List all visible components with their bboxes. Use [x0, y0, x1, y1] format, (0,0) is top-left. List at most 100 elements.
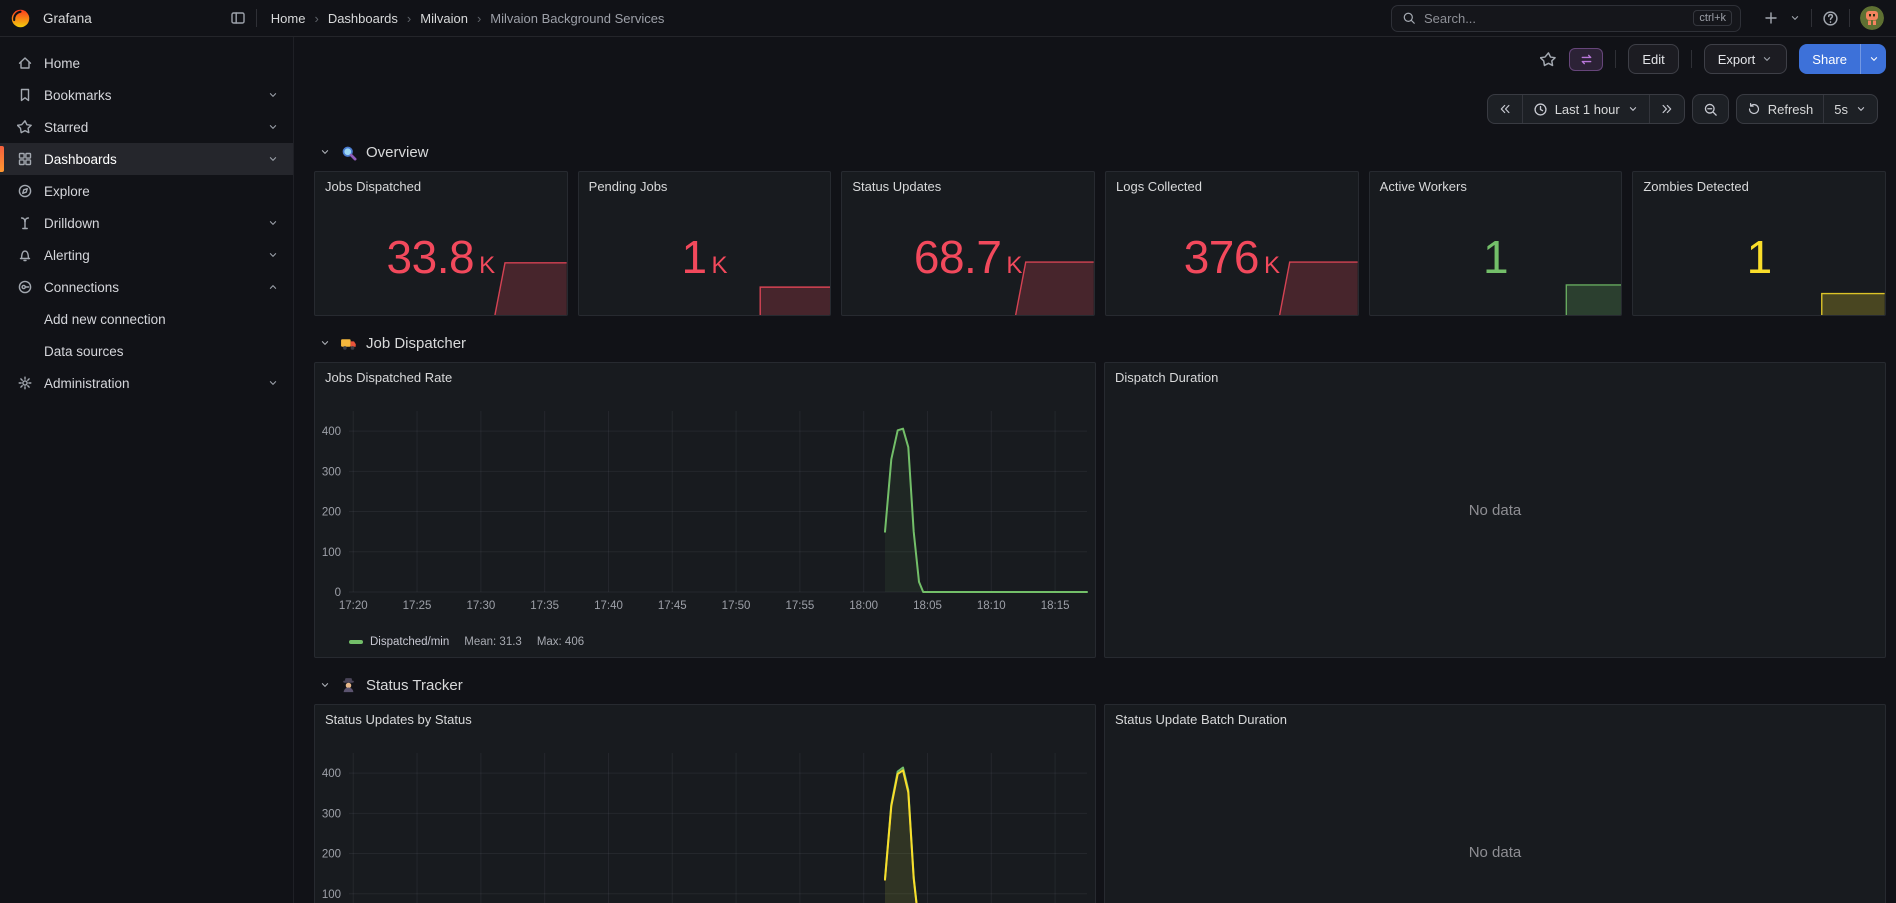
detective-emoji-icon [340, 677, 357, 694]
stat-sparkline [1106, 172, 1358, 315]
zoom-out-button[interactable] [1691, 94, 1729, 124]
breadcrumb-item-home[interactable]: Home [270, 10, 306, 26]
svg-text:18:00: 18:00 [849, 600, 878, 612]
stat-sparkline [842, 172, 1094, 315]
share-dropdown-button[interactable] [1860, 44, 1886, 74]
dashboard-content: Last 1 hour Refresh 5s [295, 93, 1896, 903]
magnifier-emoji-icon [340, 144, 357, 161]
export-button[interactable]: Export [1703, 44, 1788, 74]
panel-status-updates-by-status[interactable]: Status Updates by Status 010020030040017… [314, 704, 1096, 903]
add-button[interactable] [1763, 10, 1779, 26]
refresh-icon [1747, 102, 1761, 116]
sidebar-item-administration[interactable]: Administration [0, 367, 293, 399]
sidebar-item-dashboards[interactable]: Dashboards [0, 143, 293, 175]
time-range-picker[interactable]: Last 1 hour [1521, 95, 1649, 123]
nav-divider [1811, 9, 1812, 27]
sidebar-item-label: Dashboards [44, 151, 117, 167]
svg-text:0: 0 [335, 587, 341, 599]
stat-sparkline [315, 172, 567, 315]
chevron-up-icon [267, 281, 279, 293]
timeseries-chart: 010020030040017:2017:2517:3017:3517:4017… [322, 753, 1087, 903]
svg-text:400: 400 [322, 426, 341, 438]
breadcrumb-item-milvaion[interactable]: Milvaion [420, 10, 468, 26]
section-title: Job Dispatcher [366, 334, 467, 352]
favorite-star-icon[interactable] [1540, 51, 1557, 68]
user-avatar[interactable] [1860, 6, 1884, 30]
toolbar-divider [1615, 50, 1617, 68]
dock-menu-icon[interactable] [230, 10, 246, 26]
time-range-group: Last 1 hour [1486, 94, 1685, 124]
refresh-button[interactable]: Refresh [1737, 95, 1824, 123]
panel-jobs-dispatched-rate[interactable]: Jobs Dispatched Rate 0 100 200 300 400 17:20 1… [314, 362, 1096, 658]
legend-mean-value: Mean: 31.3 [464, 636, 522, 648]
grafana-logo-icon[interactable] [10, 8, 31, 29]
panel-title: Pending Jobs [588, 179, 668, 194]
search-input[interactable] [1424, 10, 1686, 26]
search-shortcut-badge: ctrl+k [1693, 10, 1732, 26]
plug-icon [17, 279, 33, 295]
sidebar-item-bookmarks[interactable]: Bookmarks [0, 79, 293, 111]
active-accent-bar [0, 146, 4, 172]
no-data-message: No data [1468, 843, 1522, 861]
search-box[interactable]: ctrl+k [1391, 4, 1741, 32]
sidebar-item-label: Data sources [44, 343, 124, 359]
export-button-label: Export [1717, 51, 1756, 67]
stat-body: 1 [1370, 172, 1622, 315]
refresh-interval-picker[interactable]: 5s [1823, 95, 1877, 123]
panel-title: Status Update Batch Duration [1115, 712, 1287, 727]
breadcrumb-separator: › [406, 10, 412, 26]
truck-emoji-icon [340, 335, 357, 352]
edit-button[interactable]: Edit [1628, 44, 1679, 74]
chevron-down-icon [1761, 53, 1773, 65]
svg-text:18:05: 18:05 [913, 600, 942, 612]
sidebar-item-starred[interactable]: Starred [0, 111, 293, 143]
chart-legend: Dispatched/min Mean: 31.3 Max: 406 [349, 636, 584, 648]
sidebar-item-drilldown[interactable]: Drilldown [0, 207, 293, 239]
share-button[interactable]: Share [1799, 44, 1860, 74]
panel-title: Logs Collected [1116, 179, 1202, 194]
stat-unit: K [1006, 251, 1023, 279]
sidebar-item-label: Starred [44, 119, 89, 135]
sidebar-item-home[interactable]: Home [0, 47, 293, 79]
chevron-down-icon [267, 121, 279, 133]
sidebar-item-label: Bookmarks [44, 87, 112, 103]
svg-text:18:10: 18:10 [977, 600, 1006, 612]
svg-text:100: 100 [322, 889, 341, 901]
nav-divider [1849, 9, 1850, 27]
panel-status-update-batch-duration[interactable]: Status Update Batch Duration No data [1104, 704, 1886, 903]
public-dashboard-badge[interactable] [1569, 47, 1604, 71]
stat-panel-zombies-detected[interactable]: Zombies Detected 1 [1632, 171, 1886, 316]
breadcrumb-item-dashboards[interactable]: Dashboards [327, 10, 398, 26]
refresh-group: Refresh 5s [1735, 94, 1878, 124]
panel-title: Zombies Detected [1643, 179, 1749, 194]
stat-panel-active-workers[interactable]: Active Workers 1 [1368, 171, 1623, 316]
stat-panel-pending-jobs[interactable]: Pending Jobs 1 K [577, 171, 832, 316]
apps-icon [17, 151, 33, 167]
chevron-down-icon [267, 377, 279, 389]
time-back-button[interactable] [1488, 95, 1522, 123]
brand-title: Grafana [43, 10, 92, 26]
add-chevron-down-icon[interactable] [1789, 12, 1801, 24]
sidebar-item-add-new-connection[interactable]: Add new connection [0, 303, 293, 335]
svg-text:17:35: 17:35 [530, 600, 559, 612]
sidebar-item-alerting[interactable]: Alerting [0, 239, 293, 271]
time-forward-button[interactable] [1648, 95, 1684, 123]
sidebar-item-explore[interactable]: Explore [0, 175, 293, 207]
help-icon[interactable] [1822, 10, 1839, 27]
section-header-job-dispatcher[interactable]: Job Dispatcher [314, 330, 1886, 356]
dashboard-toolbar: Edit Export Share [295, 37, 1896, 81]
section-header-status-tracker[interactable]: Status Tracker [314, 672, 1886, 698]
stat-panel-jobs-dispatched[interactable]: Jobs Dispatched 33.8 K [314, 171, 568, 316]
chevron-down-icon [319, 337, 331, 349]
stat-value: 1 [1482, 230, 1509, 283]
legend-series-label[interactable]: Dispatched/min [370, 636, 450, 648]
svg-text:100: 100 [322, 547, 341, 559]
section-header-overview[interactable]: Overview [314, 139, 1886, 165]
clock-icon [1533, 102, 1548, 117]
panel-dispatch-duration[interactable]: Dispatch Duration No data [1104, 362, 1886, 658]
sidebar-item-connections[interactable]: Connections [0, 271, 293, 303]
stat-panel-logs-collected[interactable]: Logs Collected 376 K [1105, 171, 1359, 316]
svg-text:300: 300 [322, 808, 341, 820]
stat-panel-status-updates[interactable]: Status Updates 68.7 K [841, 171, 1095, 316]
sidebar-item-data-sources[interactable]: Data sources [0, 335, 293, 367]
